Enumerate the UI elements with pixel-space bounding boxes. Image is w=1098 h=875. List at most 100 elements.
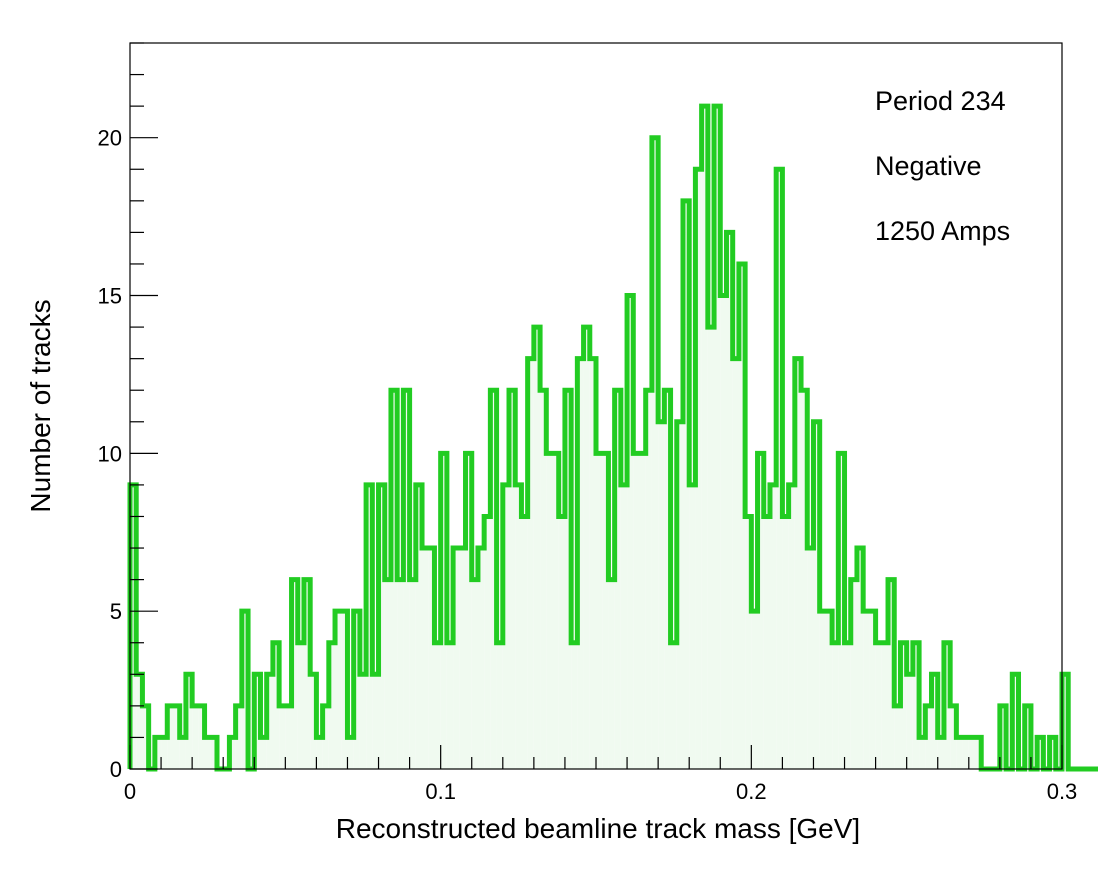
histogram-bin	[906, 674, 913, 769]
histogram-bin	[260, 737, 267, 769]
histogram-bin	[266, 674, 273, 769]
histogram-bin	[975, 737, 982, 769]
histogram-bin	[888, 579, 895, 769]
histogram-bin	[602, 453, 609, 769]
histogram-bin	[142, 705, 149, 769]
histogram-bin	[428, 548, 435, 769]
x-axis-title: Reconstructed beamline track mass [GeV]	[336, 813, 860, 844]
histogram-bin	[1049, 737, 1056, 769]
histogram-bin	[490, 390, 497, 769]
y-tick-label: 0	[110, 757, 122, 782]
histogram-bin	[807, 548, 814, 769]
histogram-bin	[185, 674, 193, 769]
histogram-bin	[297, 642, 304, 769]
histogram-bin	[875, 642, 882, 769]
histogram-bin	[440, 453, 447, 769]
histogram-bin	[496, 642, 503, 769]
histogram-bin	[707, 327, 715, 769]
histogram-bin	[763, 516, 770, 769]
plot-area	[127, 103, 1098, 772]
annotation-current: 1250 Amps	[875, 216, 1010, 246]
histogram-bin	[446, 642, 454, 769]
histogram-bin	[751, 611, 758, 769]
axis-ticks	[129, 42, 1063, 770]
histogram-bin	[558, 516, 565, 769]
histogram-bin	[540, 390, 547, 769]
histogram-bin	[832, 642, 839, 769]
histogram-bin	[695, 169, 702, 769]
histogram-bin	[484, 516, 491, 769]
histogram-bin	[465, 453, 472, 769]
histogram-bin	[1012, 674, 1019, 769]
histogram-bin	[434, 642, 441, 769]
histogram-bin	[627, 295, 634, 769]
histogram-bin	[844, 642, 851, 769]
histogram-bin	[769, 484, 777, 769]
histogram-bin	[198, 705, 205, 769]
histogram-bin	[682, 200, 690, 770]
histogram-bin	[670, 642, 677, 769]
histogram-bin	[564, 390, 572, 769]
y-tick-label: 5	[110, 599, 122, 624]
histogram-bin	[620, 484, 628, 769]
histogram-bin	[726, 232, 733, 770]
histogram-bin	[869, 611, 876, 769]
histogram-bin	[919, 737, 926, 769]
histogram-bin	[316, 737, 323, 769]
histogram-bin	[676, 421, 683, 769]
histogram-bin	[409, 579, 416, 769]
histogram-bin	[577, 358, 584, 769]
histogram-bin	[136, 674, 143, 769]
histogram-bin	[359, 674, 367, 769]
histogram-bin	[192, 705, 199, 769]
histogram-bin	[366, 484, 373, 769]
histogram-bin	[925, 705, 932, 769]
histogram-bin	[701, 106, 708, 769]
histogram-bin	[999, 705, 1007, 769]
histogram-bin	[154, 737, 162, 769]
histogram-bin	[937, 737, 944, 769]
histogram-bin	[608, 579, 615, 769]
histogram-bin	[477, 548, 485, 769]
histogram-bin	[310, 674, 317, 769]
histogram-bin	[1024, 705, 1031, 769]
histogram-bin	[720, 295, 727, 769]
histogram-bin	[335, 611, 342, 769]
histogram-bin	[894, 705, 901, 769]
histogram-bin	[782, 516, 789, 769]
histogram-bin	[552, 453, 559, 769]
x-tick-label: 0.1	[425, 779, 456, 804]
histogram-bin	[1062, 674, 1069, 769]
tick-labels: 0 0.1 0.2 0.3 0 5 10 15 20	[98, 126, 1078, 804]
histogram-bin	[347, 737, 354, 769]
annotation-polarity: Negative	[875, 151, 982, 181]
histogram-bin	[943, 642, 951, 769]
histogram-bin	[658, 421, 665, 769]
histogram-bin	[415, 484, 423, 769]
histogram-bin	[527, 358, 534, 769]
y-axis-title: Number of tracks	[25, 299, 56, 512]
histogram-bin	[229, 737, 236, 769]
histogram-bin	[378, 484, 385, 769]
histogram-bin	[757, 453, 764, 769]
histogram-bin	[838, 453, 845, 769]
histogram-bin	[583, 327, 590, 769]
histogram-bin	[328, 642, 336, 769]
histogram-bin	[912, 642, 920, 769]
histogram-bin	[856, 548, 864, 769]
histogram-bin	[881, 642, 889, 769]
histogram-bin	[515, 484, 522, 769]
x-tick-label: 0	[124, 779, 136, 804]
histogram-bin	[291, 579, 298, 769]
y-tick-label: 15	[98, 284, 122, 309]
histogram-bin	[509, 390, 516, 769]
histogram-bin	[950, 705, 957, 769]
x-tick-label: 0.3	[1047, 779, 1078, 804]
histogram-bin	[571, 642, 578, 769]
histogram-bin	[546, 453, 553, 769]
histogram-bin	[179, 737, 186, 769]
histogram-bin	[1037, 737, 1044, 769]
histogram-bin	[303, 579, 311, 769]
histogram-bin	[272, 642, 280, 769]
histogram-bin	[850, 579, 857, 769]
